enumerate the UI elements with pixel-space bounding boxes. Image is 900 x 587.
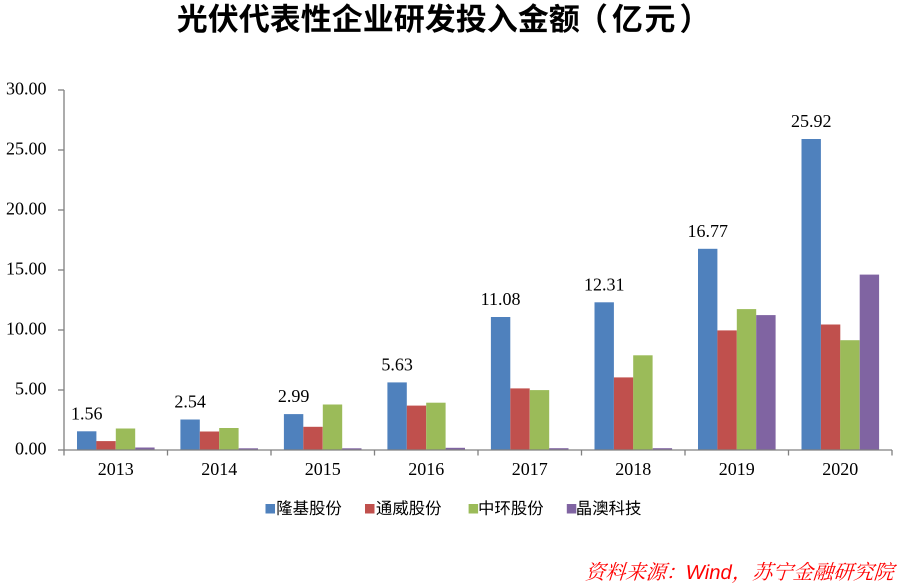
svg-text:2018: 2018: [615, 459, 651, 479]
svg-text:5.63: 5.63: [381, 354, 413, 374]
svg-text:2017: 2017: [512, 459, 548, 479]
svg-text:2020: 2020: [822, 459, 858, 479]
svg-text:2019: 2019: [719, 459, 755, 479]
svg-text:2013: 2013: [98, 459, 134, 479]
svg-text:12.31: 12.31: [584, 274, 625, 294]
svg-text:2016: 2016: [408, 459, 444, 479]
svg-text:16.77: 16.77: [687, 221, 728, 241]
svg-text:0.00: 0.00: [15, 439, 47, 459]
svg-text:1.56: 1.56: [71, 403, 103, 423]
svg-text:20.00: 20.00: [6, 199, 47, 219]
svg-text:11.08: 11.08: [481, 289, 521, 309]
svg-text:10.00: 10.00: [6, 319, 47, 339]
svg-text:25.00: 25.00: [6, 139, 47, 159]
svg-text:2.54: 2.54: [174, 392, 206, 412]
svg-text:15.00: 15.00: [6, 259, 47, 279]
svg-text:30.00: 30.00: [6, 79, 47, 99]
svg-text:2.99: 2.99: [278, 386, 310, 406]
svg-text:2015: 2015: [305, 459, 341, 479]
svg-text:5.00: 5.00: [15, 379, 47, 399]
svg-text:25.92: 25.92: [791, 111, 832, 131]
svg-text:2014: 2014: [201, 459, 237, 479]
